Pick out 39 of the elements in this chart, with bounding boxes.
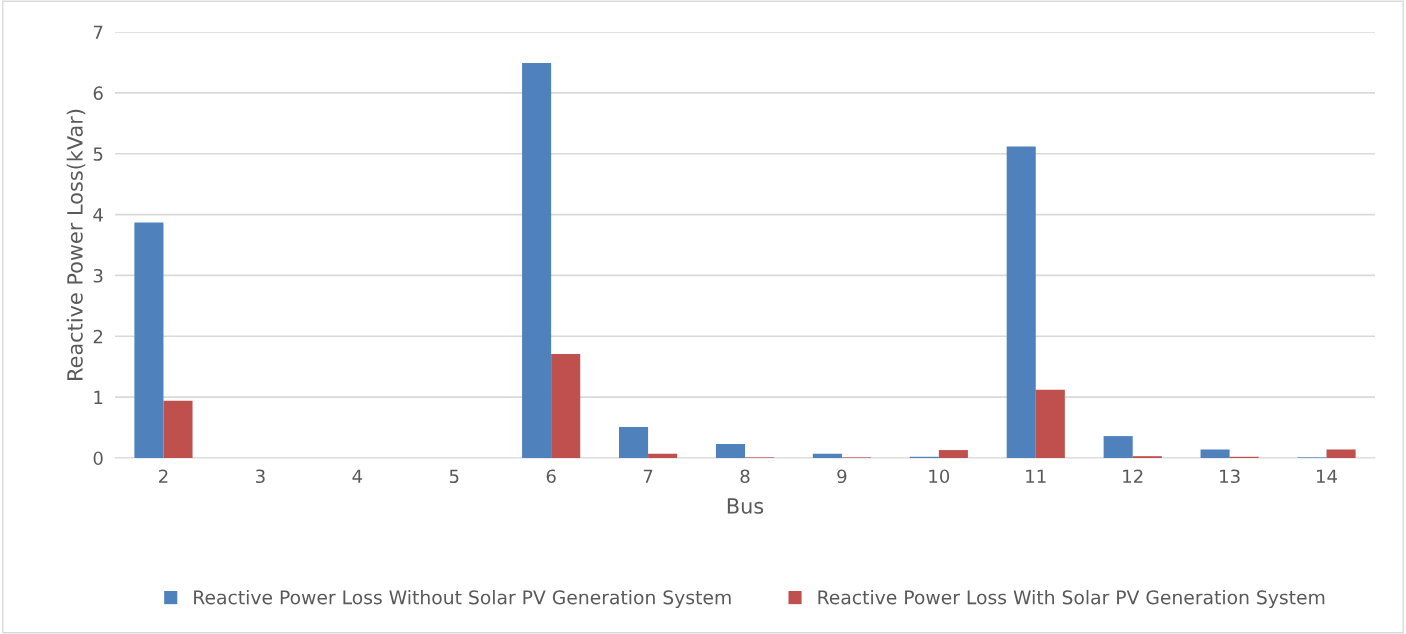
y-axis-title: Reactive Power Loss(kVar) <box>66 109 86 380</box>
x-tick-label: 10 <box>929 469 950 484</box>
bar <box>551 353 581 458</box>
bar <box>619 426 649 458</box>
x-tick-label: 9 <box>837 469 847 484</box>
bar <box>1326 449 1356 458</box>
x-tick-label: 4 <box>352 469 363 483</box>
x-tick-label: 8 <box>740 469 750 484</box>
legend-label: Reactive Power Loss With Solar PV Generation System <box>818 589 1325 609</box>
y-tick-label: 1 <box>94 390 103 404</box>
bar <box>648 453 678 458</box>
x-tick-label: 3 <box>256 469 265 484</box>
legend-label: Reactive Power Loss Without Solar PV Generation System <box>194 589 731 609</box>
x-tick-label: 13 <box>1220 469 1240 484</box>
bar <box>134 222 164 458</box>
bar <box>1006 146 1036 458</box>
bar <box>163 400 193 458</box>
x-tick-label: 5 <box>449 469 459 484</box>
y-tick-label: 6 <box>93 86 103 100</box>
x-axis-title: Bus <box>727 498 764 514</box>
bar <box>1035 389 1065 458</box>
y-tick-label: 2 <box>93 329 103 344</box>
x-tick-label: 7 <box>643 469 653 483</box>
bar <box>715 444 745 458</box>
x-tick-label: 12 <box>1123 469 1143 483</box>
x-tick-label: 11 <box>1026 469 1046 483</box>
y-tick-label: 5 <box>93 147 103 161</box>
bar <box>522 63 552 458</box>
y-tick-label: 7 <box>93 25 103 39</box>
x-tick-label: 6 <box>546 469 556 484</box>
x-tick-label: 14 <box>1317 469 1338 483</box>
y-tick-label: 0 <box>93 451 103 466</box>
x-tick-label: 2 <box>159 469 168 483</box>
bar <box>938 450 968 458</box>
bar <box>1103 436 1133 458</box>
y-tick-label: 3 <box>93 268 103 283</box>
y-tick-label: 4 <box>93 208 103 222</box>
bar <box>1200 449 1230 458</box>
bar <box>812 453 842 458</box>
